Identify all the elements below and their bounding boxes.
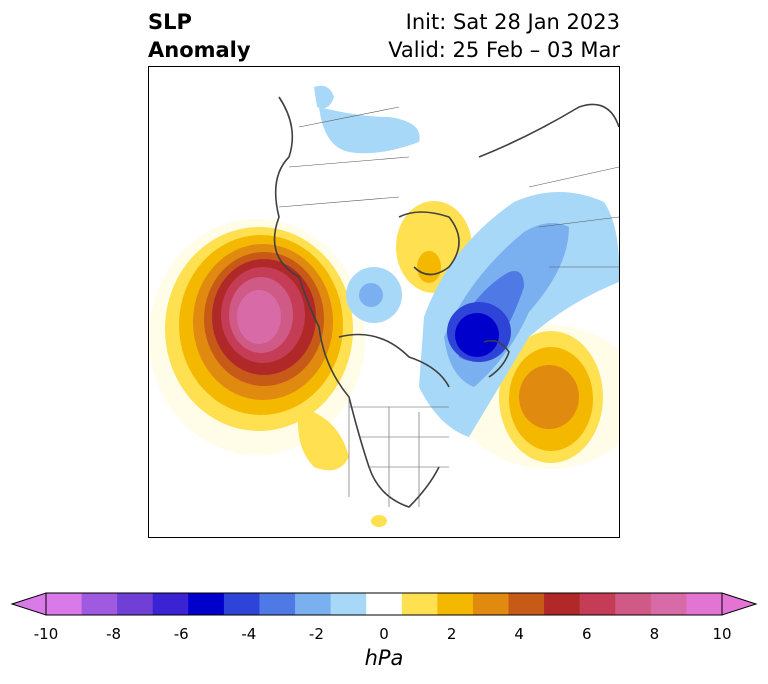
map-panel xyxy=(148,66,620,538)
title-variable: SLP xyxy=(148,10,192,34)
colorbar-tick-label: -10 xyxy=(33,625,59,643)
negative-anomaly-beaufort xyxy=(346,267,402,323)
colorbar-swatch xyxy=(295,593,332,615)
colorbar-swatch xyxy=(472,593,510,615)
colorbar-tick-label: 4 xyxy=(514,625,524,643)
colorbar-swatch xyxy=(188,593,225,615)
colorbar-tick-label: 8 xyxy=(649,625,660,643)
title-left: SLP Anomaly xyxy=(148,8,251,64)
init-date: Init: Sat 28 Jan 2023 xyxy=(405,10,620,34)
colorbar-tick-label: 6 xyxy=(582,625,592,643)
colorbar-outline xyxy=(45,592,723,616)
borders xyxy=(278,106,619,507)
positive-anomaly-north-pacific xyxy=(149,219,365,455)
colorbar-swatch xyxy=(366,593,403,615)
positive-anomaly-gulf xyxy=(371,515,387,527)
colorbar-swatch xyxy=(650,593,687,615)
colorbar-swatch xyxy=(544,593,581,615)
negative-anomaly-greenland xyxy=(419,192,619,437)
colorbar-unit: hPa xyxy=(364,646,404,670)
colorbar-swatch xyxy=(508,593,545,615)
colorbar-over-arrow xyxy=(721,592,758,616)
colorbar-swatch xyxy=(401,593,438,615)
title-field: Anomaly xyxy=(148,38,251,62)
negative-anomaly-siberia xyxy=(314,85,420,154)
colorbar-tick-label: 0 xyxy=(379,625,389,643)
colorbar-tick-label: -4 xyxy=(241,625,257,643)
colorbar-swatch xyxy=(46,593,83,615)
colorbar-swatch xyxy=(223,593,260,615)
colorbar-swatch xyxy=(686,593,723,615)
colorbar-swatch xyxy=(579,593,616,615)
colorbar-tick-label: 2 xyxy=(446,625,457,643)
colorbar-swatch xyxy=(117,593,154,615)
colorbar-tick-label: -2 xyxy=(308,625,324,643)
positive-anomaly-west-coast xyxy=(298,407,349,471)
colorbar-swatch xyxy=(81,593,118,615)
colorbar-swatch xyxy=(330,593,367,615)
colorbar-swatch xyxy=(437,593,474,615)
anomaly-map xyxy=(149,85,619,527)
colorbar-tick-label: -8 xyxy=(106,625,122,643)
colorbar-tick-label: -6 xyxy=(173,625,189,643)
coastlines xyxy=(273,96,619,508)
colorbar xyxy=(10,592,758,616)
colorbar-swatch xyxy=(152,593,189,615)
colorbar-tick-label: 10 xyxy=(712,625,732,643)
colorbar-swatch xyxy=(259,593,296,615)
colorbar-under-arrow xyxy=(10,592,47,616)
title-right: Init: Sat 28 Jan 2023 Valid: 25 Feb – 03… xyxy=(388,8,620,64)
valid-range: Valid: 25 Feb – 03 Mar xyxy=(388,38,620,62)
colorbar-swatch xyxy=(615,593,652,615)
